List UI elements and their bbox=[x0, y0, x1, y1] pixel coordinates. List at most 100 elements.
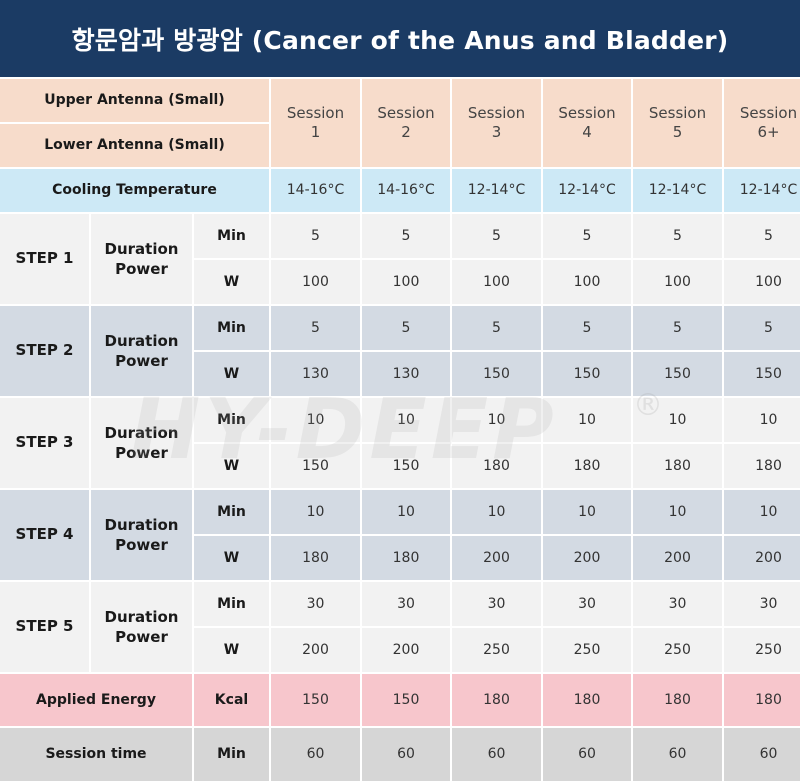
session-header: Session 3 bbox=[452, 79, 541, 167]
power-value: 150 bbox=[452, 352, 541, 396]
power-value: 100 bbox=[362, 260, 450, 304]
duration-value: 30 bbox=[271, 582, 360, 626]
power-value: 180 bbox=[724, 444, 800, 488]
duration-value: 10 bbox=[633, 398, 722, 442]
step-label: STEP 4 bbox=[0, 490, 89, 580]
duration-label: Duration bbox=[104, 607, 179, 626]
duration-value: 10 bbox=[724, 398, 800, 442]
duration-value: 5 bbox=[724, 214, 800, 258]
duration-label: Duration bbox=[104, 515, 179, 534]
cooling-value: 12-14°C bbox=[724, 169, 800, 212]
duration-value: 10 bbox=[271, 398, 360, 442]
duration-value: 5 bbox=[633, 306, 722, 350]
duration-value: 10 bbox=[452, 490, 541, 534]
power-value: 250 bbox=[633, 628, 722, 672]
session-header-number: 4 bbox=[582, 123, 592, 141]
duration-label: Duration bbox=[104, 423, 179, 442]
step-label: STEP 3 bbox=[0, 398, 89, 488]
duration-value: 10 bbox=[633, 490, 722, 534]
session-header-number: 2 bbox=[401, 123, 411, 141]
session-header-word: Session bbox=[467, 103, 526, 122]
w-unit: W bbox=[194, 352, 269, 396]
duration-label: Duration bbox=[104, 331, 179, 350]
session-header-word: Session bbox=[648, 103, 707, 122]
power-label: Power bbox=[115, 444, 168, 462]
session-header: Session 1 bbox=[271, 79, 360, 167]
session-header: Session 6+ bbox=[724, 79, 800, 167]
session-time-value: 60 bbox=[452, 728, 541, 781]
duration-power-label: Duration Power bbox=[91, 306, 192, 396]
power-value: 130 bbox=[271, 352, 360, 396]
page-title: 항문암과 방광암 (Cancer of the Anus and Bladder… bbox=[0, 0, 800, 77]
power-value: 200 bbox=[633, 536, 722, 580]
duration-value: 5 bbox=[452, 306, 541, 350]
energy-unit: Kcal bbox=[194, 674, 269, 726]
applied-energy-label: Applied Energy bbox=[0, 674, 192, 726]
power-value: 100 bbox=[271, 260, 360, 304]
w-unit: W bbox=[194, 628, 269, 672]
duration-power-label: Duration Power bbox=[91, 214, 192, 304]
session-time-value: 60 bbox=[724, 728, 800, 781]
power-value: 200 bbox=[724, 536, 800, 580]
duration-value: 10 bbox=[362, 490, 450, 534]
power-value: 250 bbox=[543, 628, 631, 672]
power-value: 150 bbox=[271, 444, 360, 488]
session-time-unit: Min bbox=[194, 728, 269, 781]
power-value: 200 bbox=[543, 536, 631, 580]
duration-value: 30 bbox=[543, 582, 631, 626]
power-label: Power bbox=[115, 536, 168, 554]
session-time-label: Session time bbox=[0, 728, 192, 781]
session-header: Session 5 bbox=[633, 79, 722, 167]
w-unit: W bbox=[194, 536, 269, 580]
duration-power-label: Duration Power bbox=[91, 490, 192, 580]
duration-value: 5 bbox=[543, 214, 631, 258]
cooling-value: 14-16°C bbox=[271, 169, 360, 212]
min-unit: Min bbox=[194, 398, 269, 442]
cooling-value: 12-14°C bbox=[543, 169, 631, 212]
w-unit: W bbox=[194, 260, 269, 304]
duration-value: 5 bbox=[724, 306, 800, 350]
cooling-value: 14-16°C bbox=[362, 169, 450, 212]
upper-antenna-label: Upper Antenna (Small) bbox=[0, 79, 269, 122]
min-unit: Min bbox=[194, 582, 269, 626]
settings-table: Upper Antenna (Small) Lower Antenna (Sma… bbox=[0, 79, 800, 781]
duration-value: 10 bbox=[724, 490, 800, 534]
power-label: Power bbox=[115, 352, 168, 370]
power-label: Power bbox=[115, 260, 168, 278]
session-time-value: 60 bbox=[362, 728, 450, 781]
power-value: 250 bbox=[452, 628, 541, 672]
power-value: 200 bbox=[362, 628, 450, 672]
duration-value: 5 bbox=[362, 214, 450, 258]
session-header-number: 3 bbox=[491, 123, 502, 141]
energy-value: 180 bbox=[724, 674, 800, 726]
duration-value: 5 bbox=[633, 214, 722, 258]
step-label: STEP 5 bbox=[0, 582, 89, 672]
power-value: 150 bbox=[633, 352, 722, 396]
duration-power-label: Duration Power bbox=[91, 582, 192, 672]
session-header-word: Session bbox=[286, 103, 345, 122]
session-time-value: 60 bbox=[271, 728, 360, 781]
duration-power-label: Duration Power bbox=[91, 398, 192, 488]
duration-value: 5 bbox=[362, 306, 450, 350]
power-value: 180 bbox=[362, 536, 450, 580]
duration-value: 5 bbox=[271, 214, 360, 258]
power-value: 180 bbox=[452, 444, 541, 488]
session-header-word: Session bbox=[377, 103, 435, 122]
duration-value: 30 bbox=[724, 582, 800, 626]
duration-value: 10 bbox=[543, 398, 631, 442]
energy-value: 180 bbox=[543, 674, 631, 726]
duration-value: 30 bbox=[633, 582, 722, 626]
lower-antenna-label: Lower Antenna (Small) bbox=[0, 124, 269, 167]
duration-value: 10 bbox=[271, 490, 360, 534]
step-label: STEP 1 bbox=[0, 214, 89, 304]
power-value: 180 bbox=[271, 536, 360, 580]
cooling-temperature-label: Cooling Temperature bbox=[0, 169, 269, 212]
energy-value: 150 bbox=[271, 674, 360, 726]
energy-value: 180 bbox=[452, 674, 541, 726]
session-time-value: 60 bbox=[543, 728, 631, 781]
session-header: Session 4 bbox=[543, 79, 631, 167]
session-header: Session 2 bbox=[362, 79, 450, 167]
power-label: Power bbox=[115, 628, 168, 646]
power-value: 150 bbox=[543, 352, 631, 396]
cooling-value: 12-14°C bbox=[452, 169, 541, 212]
